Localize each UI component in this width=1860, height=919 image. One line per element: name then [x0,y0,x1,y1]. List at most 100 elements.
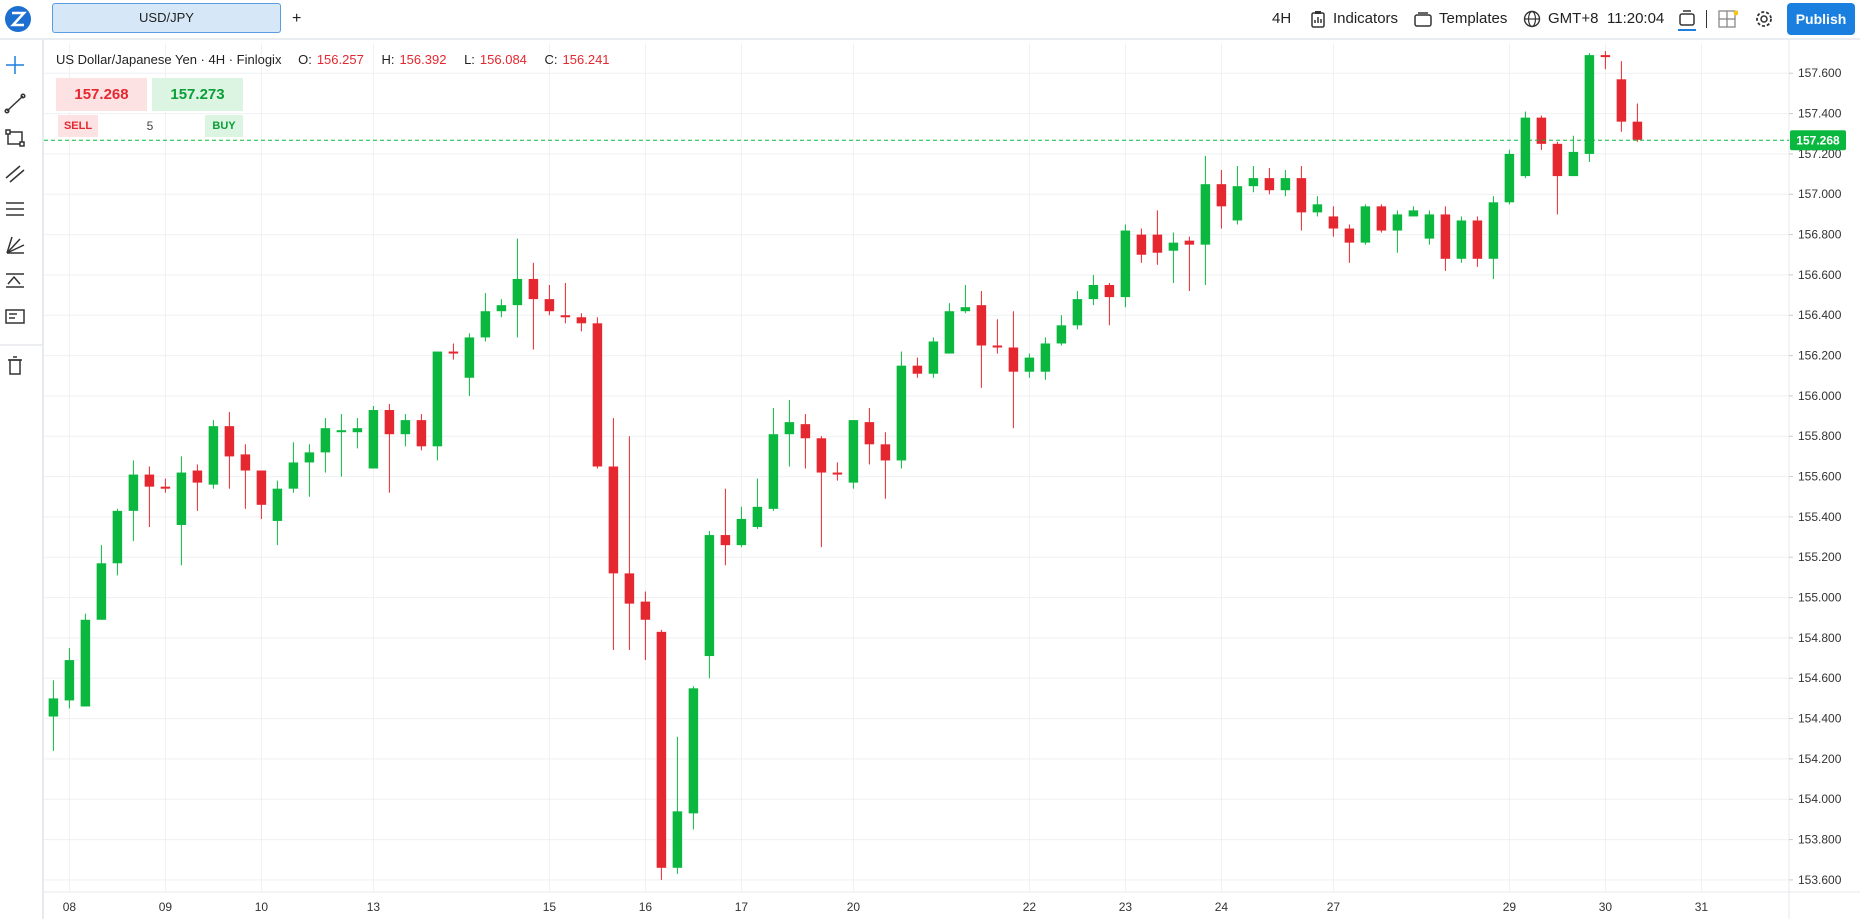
clock: 11:20:04 [1607,10,1665,27]
last-price-tag [1790,130,1846,151]
buy-button[interactable]: BUY [205,115,243,137]
candle-body [800,424,811,439]
candle-body [832,472,843,475]
templates[interactable]: Templates [1439,10,1508,27]
candle-body [64,660,75,701]
y-tick-label: 154.600 [1798,671,1842,685]
sell-button[interactable]: SELL [58,115,98,137]
x-tick-label: 23 [1119,900,1133,914]
candle-body [928,341,939,374]
candle-body [512,278,523,306]
fib-tool[interactable] [6,202,24,216]
candle-body [1104,284,1115,298]
x-tick-label: 31 [1695,900,1709,914]
timezone[interactable]: GMT+8 [1548,10,1599,27]
y-tick-label: 156.600 [1798,268,1842,282]
candle-body [336,430,347,433]
candle-body [816,438,827,473]
text-tool[interactable] [5,309,25,324]
candle-body [544,299,555,312]
candle-body [272,488,283,521]
candle-body [208,426,219,485]
candle-body [992,345,1003,348]
candle-body [1072,299,1083,326]
candle-body [704,535,715,657]
x-tick-label: 13 [367,900,381,914]
add-tab[interactable]: + [292,10,302,27]
y-tick-label: 155.200 [1798,550,1842,564]
candle-body [288,462,299,489]
pattern-tool[interactable] [6,273,24,288]
y-tick-label: 156.200 [1798,349,1842,363]
top-bar: USD/JPY + 4H Indicators Templates GMT+8 … [0,0,1860,40]
candle-body [864,422,875,445]
candle-body [960,307,971,312]
publish-button[interactable]: Publish [1787,3,1855,35]
candle-body [1616,79,1627,122]
y-tick-label: 155.600 [1798,470,1842,484]
interval[interactable]: 4H [1272,10,1292,27]
logo[interactable] [3,4,33,34]
y-tick-label: 153.600 [1798,873,1842,887]
candle-body [624,573,635,604]
x-tick-label: 09 [159,900,173,914]
drawing-toolbar [0,40,44,919]
candle-body [224,426,235,457]
plot-background [44,43,1789,892]
quantity[interactable]: 5 [146,119,154,133]
candle-body [944,311,955,354]
y-tick-label: 154.200 [1798,752,1842,766]
y-tick-label: 156.400 [1798,308,1842,322]
candle-body [1344,228,1355,243]
candle-body [1584,55,1595,154]
candle-body [1392,214,1403,231]
high-label: H: [381,52,395,67]
candle-body [320,428,331,453]
candle-body [1472,220,1483,259]
candle-body [256,470,267,505]
layers-icon[interactable] [1677,8,1697,32]
x-tick-label: 24 [1215,900,1229,914]
candle-body [880,444,891,461]
sell-price[interactable]: 157.268 [56,78,147,111]
symbol-tab[interactable]: USD/JPY [52,3,281,33]
close-label: C: [544,52,558,67]
templates-icon[interactable] [1414,11,1432,29]
settings-icon[interactable] [1754,9,1774,29]
candle-body [560,315,571,318]
candle-body [112,510,123,564]
candle-body [576,317,587,324]
buy-price[interactable]: 157.273 [152,78,243,111]
candle-body [1296,178,1307,213]
y-tick-label: 155.800 [1798,429,1842,443]
line-tool[interactable] [4,93,26,114]
x-tick-label: 22 [1023,900,1037,914]
fan-tool[interactable] [6,236,25,254]
candle-body [784,422,795,435]
candle-body [1200,184,1211,245]
indicators[interactable]: Indicators [1333,10,1399,27]
candle-body [528,278,539,300]
layout-icon[interactable] [1718,10,1738,30]
rect-tool[interactable] [5,129,25,147]
candle-body [1552,143,1563,177]
x-tick-label: 30 [1599,900,1613,914]
candle-body [1024,357,1035,372]
chart: 153.600 153.800 154.000 154.200 154.400 154.6… [0,40,1860,919]
globe-icon[interactable] [1523,10,1541,28]
candle-body [1408,210,1419,217]
y-tick-label: 153.800 [1798,833,1842,847]
candle-body [1312,204,1323,213]
candle-body [480,311,491,338]
crosshair-tool[interactable] [6,56,24,74]
candle-body [448,351,459,354]
delete-tool[interactable] [8,356,22,375]
channel-tool[interactable] [5,165,25,183]
chart-legend: US Dollar/Japanese Yen · 4H · Finlogix O… [56,52,624,67]
y-tick-label: 157.000 [1798,187,1842,201]
candle-body [496,305,507,312]
candle-body [416,420,427,447]
candle-body [176,472,187,525]
candle-body [464,337,475,378]
indicators-icon[interactable] [1310,10,1326,28]
